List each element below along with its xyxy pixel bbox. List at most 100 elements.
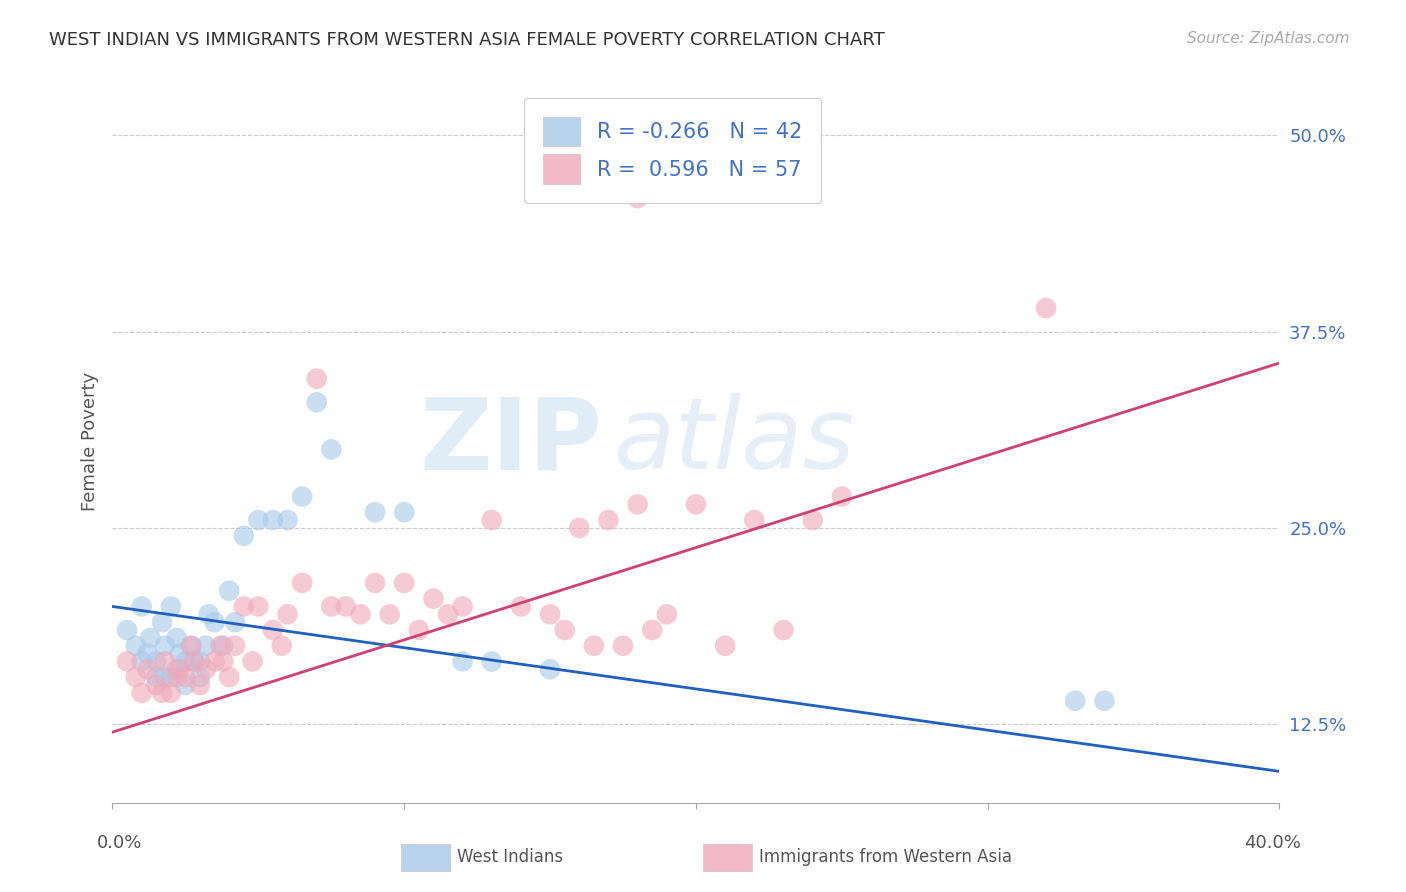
Point (276, 607, 298, 622)
Point (160, 599, 183, 614)
Point (145, 655, 167, 669)
Point (232, 599, 254, 614)
Point (153, 639, 176, 653)
Point (131, 599, 153, 614)
Point (1094, 694, 1116, 708)
Point (247, 599, 270, 614)
Point (242, 655, 264, 669)
Point (115, 655, 138, 669)
Point (321, 442, 343, 457)
Point (136, 662, 159, 676)
Point (291, 490, 314, 504)
Text: Source: ZipAtlas.com: Source: ZipAtlas.com (1187, 31, 1350, 46)
Point (153, 655, 176, 669)
Y-axis label: Female Poverty: Female Poverty (80, 372, 98, 511)
Point (262, 513, 284, 527)
Point (174, 655, 197, 669)
Point (394, 575, 416, 590)
Point (174, 670, 197, 684)
Point (131, 655, 153, 669)
Point (291, 575, 314, 590)
Point (655, 607, 678, 622)
Point (335, 599, 357, 614)
Point (394, 505, 416, 519)
Point (145, 670, 167, 684)
Text: 0.0%: 0.0% (97, 834, 142, 852)
Text: atlas: atlas (614, 393, 856, 490)
Point (627, 497, 650, 511)
Point (150, 615, 173, 630)
Point (364, 575, 387, 590)
Point (188, 678, 211, 692)
Point (188, 670, 211, 684)
Point (1064, 694, 1087, 708)
Point (612, 639, 634, 653)
Point (169, 647, 191, 661)
Point (364, 505, 387, 519)
Point (212, 639, 235, 653)
Point (131, 686, 153, 700)
Point (451, 599, 474, 614)
Point (125, 639, 148, 653)
Text: ZIP: ZIP (420, 393, 603, 490)
Point (194, 662, 217, 676)
Point (150, 686, 173, 700)
Point (212, 655, 235, 669)
Point (378, 607, 401, 622)
Text: Immigrants from Western Asia: Immigrants from Western Asia (759, 848, 1012, 866)
Point (174, 678, 197, 692)
Point (422, 591, 444, 606)
Point (247, 513, 270, 527)
Point (160, 686, 183, 700)
Point (166, 631, 188, 645)
Point (568, 521, 591, 535)
Point (349, 607, 371, 622)
Point (321, 599, 343, 614)
Point (197, 607, 219, 622)
Point (598, 513, 620, 527)
Point (714, 639, 737, 653)
Point (481, 513, 503, 527)
Point (641, 623, 664, 637)
Point (183, 655, 205, 669)
Point (232, 529, 254, 543)
Point (204, 655, 226, 669)
Point (166, 670, 188, 684)
Point (270, 639, 292, 653)
Point (276, 513, 298, 527)
Point (742, 513, 765, 527)
Legend: R = -0.266   N = 42, R =  0.596   N = 57: R = -0.266 N = 42, R = 0.596 N = 57 (524, 98, 821, 202)
Text: WEST INDIAN VS IMMIGRANTS FROM WESTERN ASIA FEMALE POVERTY CORRELATION CHART: WEST INDIAN VS IMMIGRANTS FROM WESTERN A… (49, 31, 884, 49)
Point (180, 639, 202, 653)
Point (145, 678, 167, 692)
Point (180, 639, 202, 653)
Point (408, 623, 430, 637)
Point (160, 670, 183, 684)
Point (305, 395, 328, 409)
Point (509, 599, 531, 614)
Point (204, 615, 226, 630)
Point (801, 513, 824, 527)
Point (685, 497, 707, 511)
Point (224, 639, 246, 653)
Point (451, 655, 474, 669)
Point (153, 670, 176, 684)
Point (305, 372, 328, 386)
Point (554, 623, 576, 637)
Point (194, 639, 217, 653)
Point (831, 490, 853, 504)
Point (188, 655, 211, 669)
Point (166, 662, 188, 676)
Point (1035, 301, 1057, 315)
Point (125, 670, 148, 684)
Point (437, 607, 460, 622)
Point (218, 583, 240, 598)
Point (538, 607, 561, 622)
Point (262, 623, 284, 637)
Point (627, 191, 650, 205)
Point (538, 662, 561, 676)
Point (183, 655, 205, 669)
Point (139, 631, 162, 645)
Point (209, 639, 232, 653)
Point (772, 623, 794, 637)
